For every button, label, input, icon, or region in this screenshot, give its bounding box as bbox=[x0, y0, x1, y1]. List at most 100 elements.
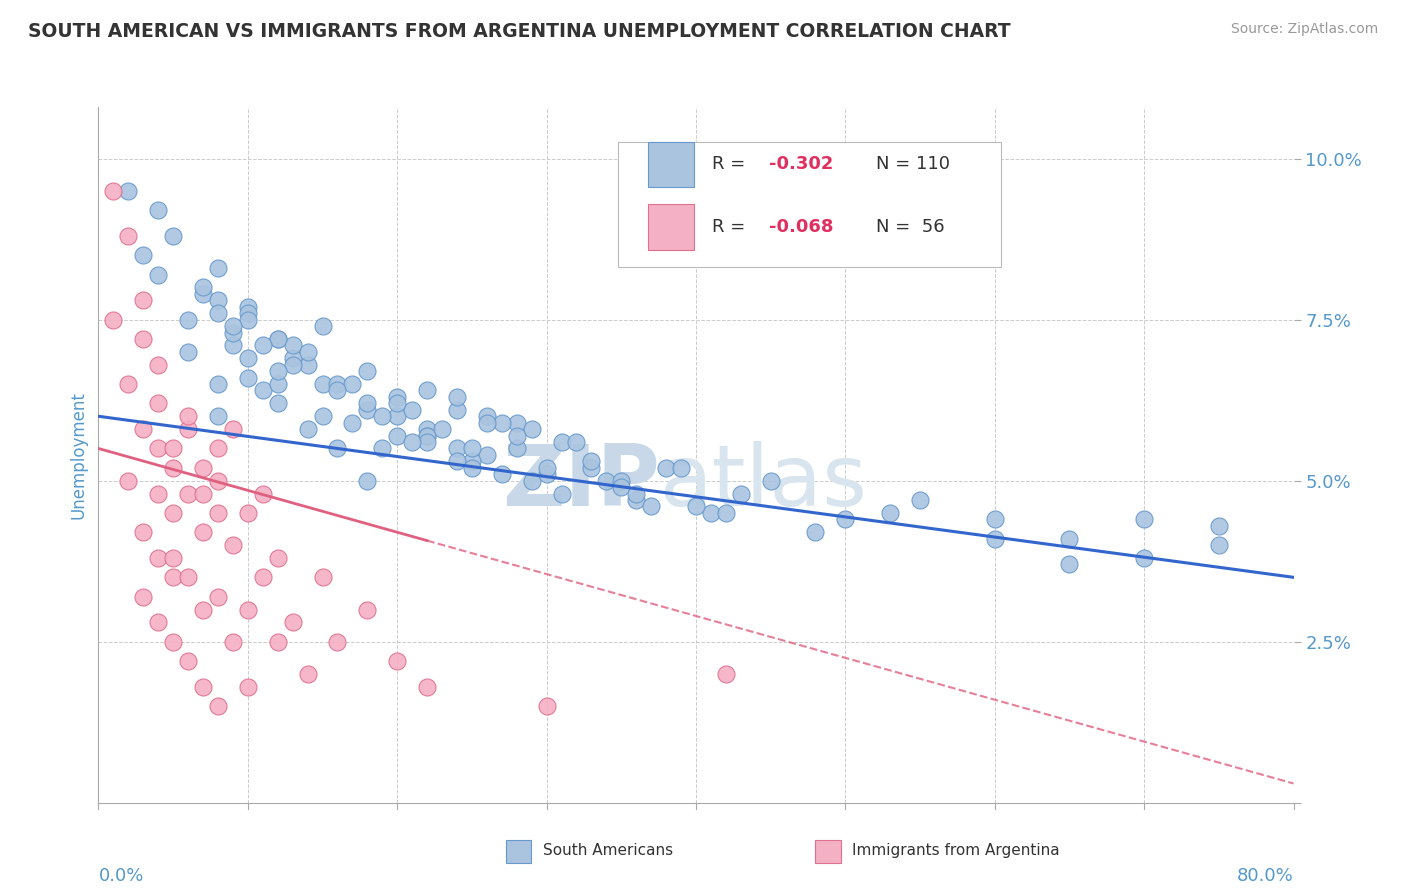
Point bbox=[162, 570, 184, 584]
Point bbox=[416, 384, 439, 398]
Point bbox=[475, 409, 498, 424]
Point bbox=[1059, 532, 1081, 546]
Point bbox=[132, 590, 155, 604]
Point bbox=[297, 344, 319, 359]
Point bbox=[685, 500, 707, 514]
Point bbox=[385, 390, 409, 404]
Point bbox=[640, 500, 662, 514]
Point bbox=[834, 512, 856, 526]
Point bbox=[162, 228, 184, 243]
Point bbox=[550, 486, 572, 500]
Point bbox=[565, 435, 588, 450]
Point bbox=[416, 422, 439, 436]
Point bbox=[117, 184, 139, 198]
Point bbox=[371, 409, 394, 424]
Point bbox=[520, 474, 543, 488]
Point bbox=[430, 422, 453, 436]
Point bbox=[475, 416, 498, 430]
Point bbox=[252, 384, 274, 398]
Point bbox=[385, 409, 409, 424]
Point bbox=[207, 377, 229, 392]
Point bbox=[222, 319, 245, 334]
Point bbox=[446, 390, 468, 404]
Point bbox=[236, 312, 259, 326]
Point bbox=[311, 570, 333, 584]
Text: South Americans: South Americans bbox=[543, 844, 673, 858]
Point bbox=[191, 460, 214, 475]
Point bbox=[252, 338, 274, 352]
Point bbox=[267, 364, 290, 378]
Point bbox=[281, 351, 304, 366]
Point bbox=[162, 460, 184, 475]
Point bbox=[207, 293, 229, 308]
Point bbox=[267, 634, 290, 648]
Text: R =: R = bbox=[711, 155, 751, 173]
Point bbox=[222, 538, 245, 552]
Point bbox=[326, 442, 349, 456]
Point bbox=[177, 570, 200, 584]
Point bbox=[626, 486, 648, 500]
Point bbox=[595, 474, 617, 488]
Point bbox=[461, 460, 484, 475]
Point bbox=[730, 486, 752, 500]
Point bbox=[506, 442, 529, 456]
Point bbox=[236, 680, 259, 694]
Point bbox=[267, 332, 290, 346]
Point bbox=[207, 590, 229, 604]
Point bbox=[655, 460, 678, 475]
Point bbox=[207, 699, 229, 714]
Point bbox=[148, 268, 170, 282]
Point bbox=[700, 506, 723, 520]
Text: SOUTH AMERICAN VS IMMIGRANTS FROM ARGENTINA UNEMPLOYMENT CORRELATION CHART: SOUTH AMERICAN VS IMMIGRANTS FROM ARGENT… bbox=[28, 22, 1011, 41]
Point bbox=[1133, 551, 1156, 566]
Point bbox=[191, 486, 214, 500]
Text: 80.0%: 80.0% bbox=[1237, 867, 1294, 885]
Point bbox=[177, 422, 200, 436]
Text: Immigrants from Argentina: Immigrants from Argentina bbox=[852, 844, 1060, 858]
Point bbox=[311, 319, 333, 334]
Point bbox=[475, 448, 498, 462]
Point bbox=[236, 306, 259, 320]
Point bbox=[207, 261, 229, 276]
Point bbox=[1208, 518, 1230, 533]
Point bbox=[506, 428, 529, 442]
Point bbox=[759, 474, 782, 488]
Point bbox=[401, 435, 423, 450]
Point bbox=[177, 486, 200, 500]
Point bbox=[326, 384, 349, 398]
Point bbox=[132, 332, 155, 346]
Point bbox=[191, 286, 214, 301]
Point bbox=[191, 680, 214, 694]
Text: R =: R = bbox=[711, 218, 751, 236]
Point bbox=[191, 280, 214, 294]
Point bbox=[207, 409, 229, 424]
Point bbox=[804, 525, 827, 540]
Point bbox=[446, 402, 468, 417]
Point bbox=[132, 248, 155, 262]
Point bbox=[416, 680, 439, 694]
Point bbox=[281, 338, 304, 352]
Point bbox=[177, 312, 200, 326]
Point bbox=[267, 377, 290, 392]
Point bbox=[267, 332, 290, 346]
Point bbox=[236, 351, 259, 366]
Point bbox=[311, 377, 333, 392]
Point bbox=[236, 602, 259, 616]
Point bbox=[908, 493, 931, 508]
Point bbox=[416, 428, 439, 442]
Point bbox=[984, 512, 1007, 526]
Point bbox=[385, 428, 409, 442]
Text: ZIP: ZIP bbox=[502, 442, 661, 524]
Point bbox=[371, 442, 394, 456]
Point bbox=[252, 570, 274, 584]
Point bbox=[117, 377, 139, 392]
Point bbox=[356, 402, 378, 417]
Point bbox=[281, 358, 304, 372]
Point bbox=[297, 667, 319, 681]
Point bbox=[356, 396, 378, 410]
Text: atlas: atlas bbox=[661, 442, 868, 524]
Point bbox=[162, 442, 184, 456]
Point bbox=[581, 460, 603, 475]
Point bbox=[356, 602, 378, 616]
Point bbox=[416, 435, 439, 450]
